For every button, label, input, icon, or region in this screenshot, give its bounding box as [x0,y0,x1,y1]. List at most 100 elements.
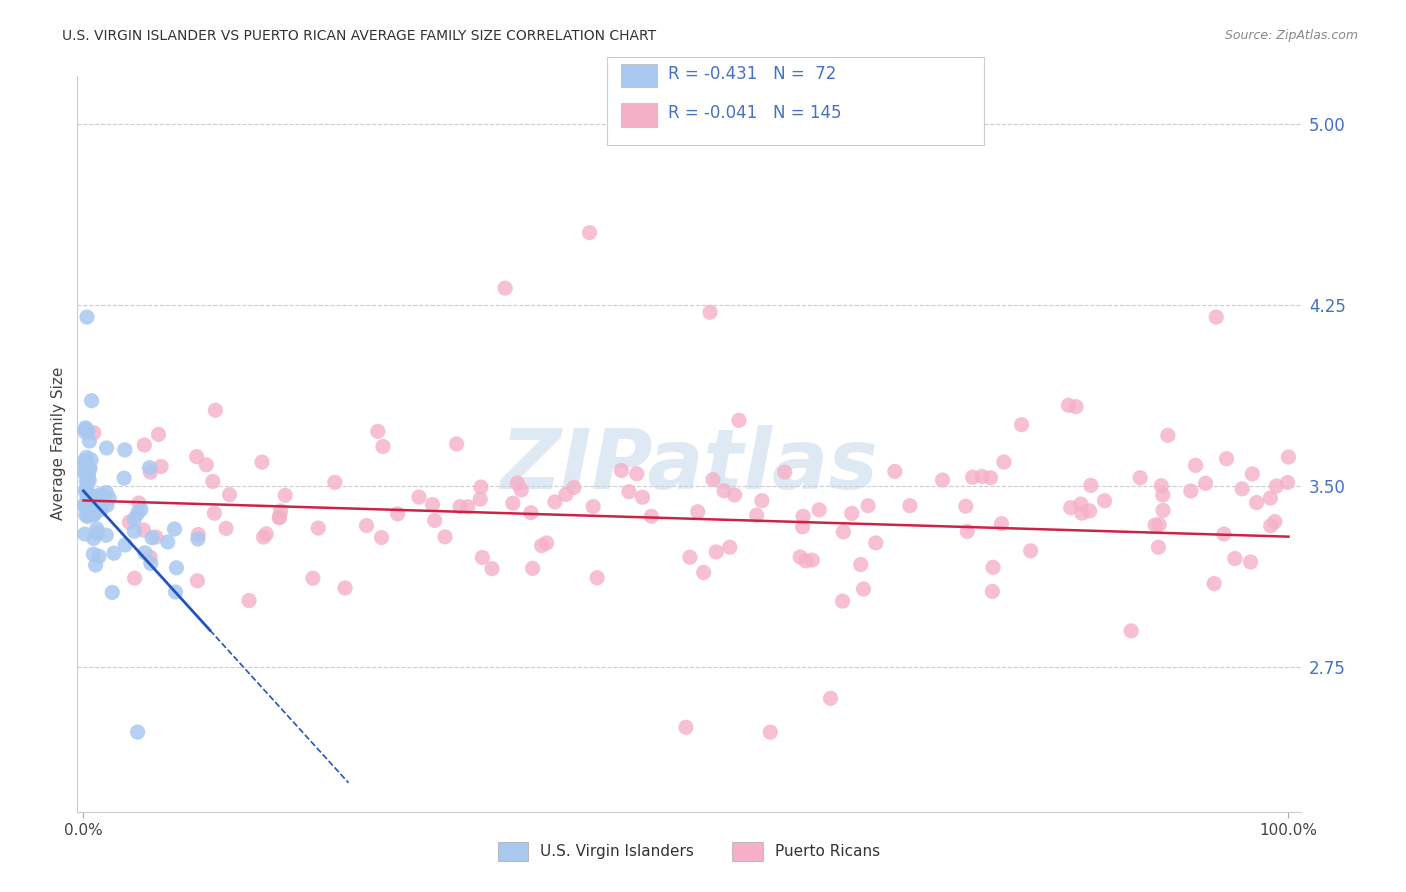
Point [520,506,543,520]
Point [84,558,107,572]
Point [1150,479,1173,493]
Point [75,474,97,488]
Point [77,424,100,438]
Point [956,524,979,539]
Point [76,466,98,480]
Point [76,450,98,465]
Point [1264,515,1286,529]
Point [1213,527,1236,541]
Point [139,550,162,565]
Point [494,281,516,295]
Point [981,584,1004,599]
Point [186,450,208,464]
Point [471,550,494,565]
Point [856,499,879,513]
Point [841,507,863,521]
Point [75,425,97,439]
Point [970,469,993,483]
Point [1277,475,1299,490]
Point [713,483,735,498]
Point [544,495,567,509]
Point [1147,517,1170,532]
Legend: U.S. Virgin Islanders, Puerto Ricans: U.S. Virgin Islanders, Puerto Ricans [492,836,886,867]
Point [370,531,392,545]
Point [215,521,238,535]
Point [165,561,187,575]
Point [686,505,709,519]
Point [76,509,98,524]
Point [204,403,226,417]
Point [79,434,101,448]
Point [96,441,118,455]
Text: R = -0.431   N =  72: R = -0.431 N = 72 [668,65,837,83]
Point [79,508,101,522]
Point [1239,555,1261,569]
Point [631,490,654,504]
Point [128,496,150,510]
Point [127,506,149,520]
Point [1230,482,1253,496]
Point [704,545,727,559]
Point [1019,544,1042,558]
Point [883,464,905,478]
Point [75,455,97,469]
Point [79,461,101,475]
Point [79,461,101,475]
Point [1260,491,1282,505]
Point [692,566,714,580]
Point [82,500,104,515]
Point [1057,398,1080,412]
Point [1204,576,1226,591]
Point [252,530,274,544]
Point [1215,451,1237,466]
Point [269,510,291,524]
Point [201,475,224,489]
Point [371,440,394,454]
Point [931,473,953,487]
Point [1094,493,1116,508]
Point [724,488,747,502]
Point [506,476,529,491]
Point [80,452,103,467]
Point [76,310,98,324]
Point [1241,467,1264,481]
Point [849,558,872,572]
Point [75,508,97,522]
Point [73,527,96,541]
Point [586,571,609,585]
Point [75,483,97,498]
Point [801,553,824,567]
Point [1144,518,1167,533]
Point [536,536,558,550]
Point [82,547,104,561]
Point [789,549,811,564]
Point [73,454,96,468]
Point [356,518,378,533]
Point [955,500,977,514]
Point [86,526,108,541]
Point [865,536,887,550]
Point [73,462,96,476]
Point [1246,495,1268,509]
Point [124,512,146,526]
Point [75,459,97,474]
Point [1157,428,1180,442]
Point [83,425,105,440]
Point [675,720,697,734]
Point [831,594,853,608]
Point [333,581,356,595]
Point [103,546,125,560]
Point [77,500,100,514]
Point [75,467,97,481]
Point [269,510,291,524]
Point [852,582,875,596]
Point [274,488,297,502]
Point [141,531,163,545]
Point [148,427,170,442]
Point [80,393,103,408]
Point [302,571,325,585]
Point [73,499,96,513]
Point [75,422,97,436]
Point [1205,310,1227,324]
Point [250,455,273,469]
